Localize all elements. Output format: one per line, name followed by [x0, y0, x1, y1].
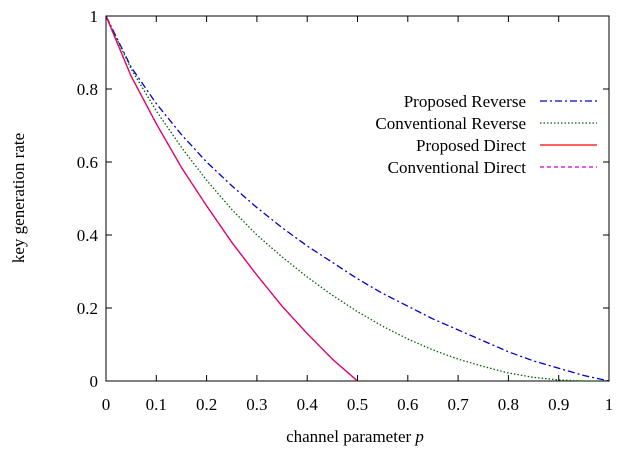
series-line-conventional-reverse [105, 15, 609, 382]
series-line-proposed-reverse [105, 15, 610, 382]
legend-label: Proposed Direct [416, 136, 526, 155]
series-line-conventional-direct [105, 15, 358, 382]
y-tick-label: 0.4 [77, 226, 99, 245]
y-tick-label: 1 [90, 7, 99, 26]
x-tick-label: 0.6 [397, 395, 418, 414]
x-tick-label: 0.7 [447, 395, 469, 414]
x-tick-label: 0.8 [498, 395, 519, 414]
y-tick-label: 0.2 [77, 299, 98, 318]
legend-label: Conventional Direct [388, 158, 527, 177]
x-tick-label: 0.3 [246, 395, 267, 414]
x-axis-ticks: 0 0.1 0.2 0.3 0.4 0.5 0.6 0.7 0.8 0.9 1 [102, 16, 614, 414]
y-tick-label: 0.6 [77, 153, 98, 172]
plot-frame [105, 15, 610, 382]
series-line-proposed-direct [105, 15, 358, 382]
legend: Proposed Reverse Conventional Reverse Prop… [375, 92, 597, 177]
x-tick-label: 0.9 [548, 395, 569, 414]
y-tick-label: 0.8 [77, 80, 98, 99]
y-axis-title: key generation rate [9, 133, 28, 263]
x-tick-label: 0.2 [196, 395, 217, 414]
legend-label: Proposed Reverse [404, 92, 526, 111]
x-tick-label: 0 [102, 395, 111, 414]
x-tick-label: 0.5 [347, 395, 368, 414]
y-tick-label: 0 [90, 372, 99, 391]
plot-border [105, 15, 610, 382]
legend-label: Conventional Reverse [375, 114, 526, 133]
series-lines [105, 15, 610, 382]
x-tick-label: 0.1 [146, 395, 167, 414]
x-tick-label: 0.4 [297, 395, 319, 414]
x-tick-label: 1 [605, 395, 614, 414]
y-axis-ticks: 0 0.2 0.4 0.6 0.8 1 [77, 7, 609, 391]
x-axis-title: channel parameter p [286, 427, 424, 446]
